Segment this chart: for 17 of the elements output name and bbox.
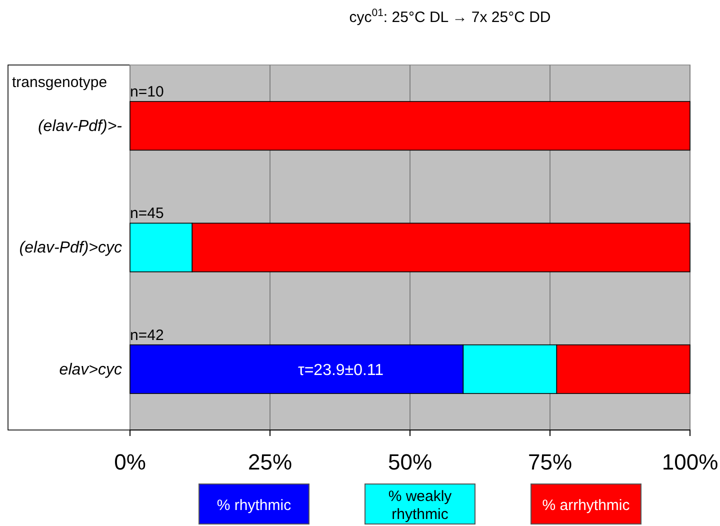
annotation: τ=23.9±0.11	[298, 362, 384, 380]
chart-title: cyc$^{01}$: 25°C DL → 7x 25°C DD	[349, 7, 551, 26]
x-tick-label: 100%	[662, 450, 718, 475]
y-tick-label: (elav-Pdf)>-	[38, 118, 122, 135]
x-tick-label: 25%	[248, 450, 292, 475]
y-axis-title: transgenotype	[12, 74, 108, 91]
text: % rhythmic	[216, 497, 292, 514]
annotation: n=45	[130, 205, 164, 222]
annotation: n=42	[130, 326, 164, 344]
text: % weakly rhythmic	[388, 488, 452, 523]
x-tick-label: 0%	[114, 450, 146, 475]
x-tick-label: 50%	[388, 450, 432, 475]
x-tick-label: 75%	[528, 450, 572, 475]
text: % arrhythmic	[542, 497, 630, 514]
y-tick-label: elav>cyc	[59, 361, 122, 378]
y-tick-label: (elav-Pdf)>cyc	[19, 240, 122, 257]
annotation: n=10	[130, 84, 164, 100]
